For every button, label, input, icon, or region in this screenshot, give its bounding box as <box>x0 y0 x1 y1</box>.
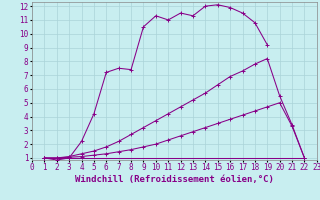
X-axis label: Windchill (Refroidissement éolien,°C): Windchill (Refroidissement éolien,°C) <box>75 175 274 184</box>
